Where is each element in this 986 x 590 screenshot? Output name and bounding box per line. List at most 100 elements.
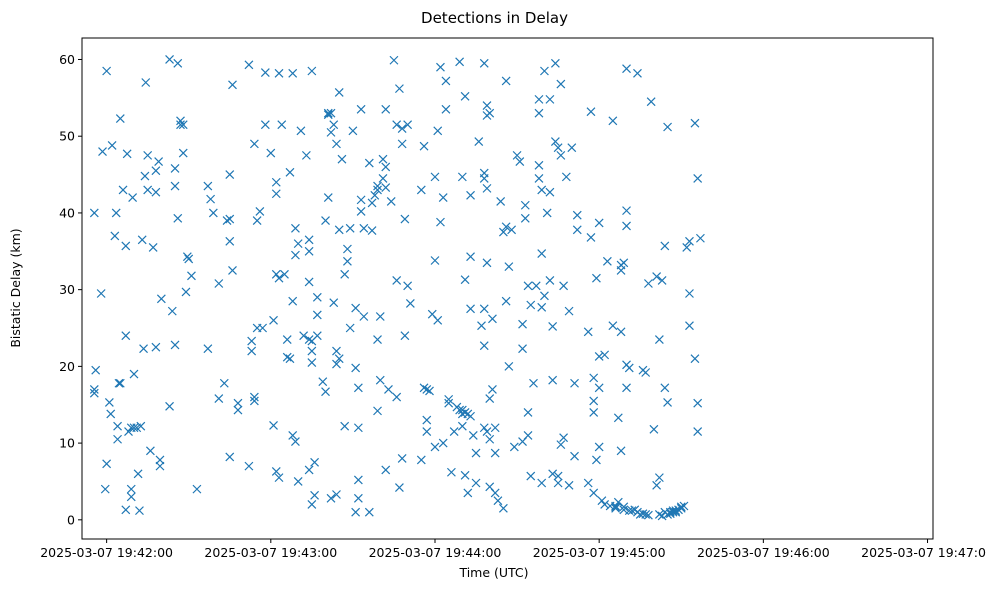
data-point	[589, 373, 599, 383]
data-point	[392, 120, 402, 130]
data-point	[176, 116, 185, 126]
data-point	[356, 206, 366, 216]
data-point	[233, 405, 243, 415]
data-point	[356, 104, 366, 114]
data-point	[649, 424, 659, 434]
data-point	[550, 58, 560, 68]
data-point	[173, 58, 183, 68]
data-point	[173, 213, 183, 223]
data-point	[247, 336, 257, 346]
x-tick-label: 2025-03-07 19:43:00	[204, 545, 337, 560]
data-point	[564, 306, 574, 316]
data-point	[269, 315, 278, 325]
data-point	[597, 496, 607, 506]
data-point	[657, 511, 667, 521]
data-point	[477, 321, 486, 331]
data-point	[332, 359, 341, 369]
data-point	[400, 214, 410, 224]
data-point	[121, 331, 131, 341]
data-point	[274, 273, 284, 283]
data-point	[139, 344, 148, 354]
data-point	[381, 183, 391, 193]
data-point	[293, 477, 303, 486]
data-point	[271, 189, 281, 199]
data-point	[208, 208, 218, 218]
data-point	[523, 407, 533, 417]
data-point	[501, 76, 511, 86]
data-point	[124, 427, 133, 437]
data-point	[384, 384, 393, 394]
data-point	[326, 493, 336, 503]
data-point	[559, 281, 569, 291]
y-tick-label: 40	[59, 205, 75, 220]
x-axis-title: Time (UTC)	[458, 565, 528, 580]
x-tick-label: 2025-03-07 19:46:00	[697, 545, 830, 560]
data-point	[115, 114, 125, 123]
data-point	[323, 108, 333, 118]
data-point	[600, 350, 610, 360]
data-point	[353, 423, 363, 433]
data-point	[613, 413, 623, 423]
data-point	[334, 225, 344, 235]
plot-frame	[81, 37, 934, 540]
data-point	[466, 411, 475, 421]
data-point	[496, 196, 506, 206]
data-point	[128, 193, 138, 203]
data-point	[490, 448, 500, 458]
data-point	[192, 484, 202, 494]
data-point	[141, 78, 151, 87]
data-point	[515, 157, 525, 166]
data-point	[373, 181, 382, 191]
data-point	[178, 120, 188, 130]
data-point	[643, 510, 653, 520]
data-point	[493, 496, 503, 506]
data-point	[460, 407, 470, 417]
data-point	[332, 346, 341, 356]
data-point	[370, 190, 380, 200]
data-point	[373, 335, 382, 344]
data-point	[616, 446, 626, 456]
data-point	[244, 461, 254, 471]
y-tick-label: 30	[59, 282, 75, 297]
data-point	[96, 289, 106, 298]
data-point	[359, 223, 369, 233]
data-point	[589, 396, 599, 406]
data-point	[619, 258, 629, 268]
x-tick-label: 2025-03-07 19:44:00	[369, 545, 502, 560]
data-point	[520, 200, 530, 210]
data-point	[641, 368, 651, 377]
data-point	[126, 484, 136, 494]
data-point	[444, 398, 454, 408]
data-point	[611, 503, 621, 513]
data-point	[682, 243, 692, 252]
data-point	[690, 354, 700, 364]
data-point	[291, 223, 300, 233]
data-point	[307, 500, 317, 509]
data-point	[249, 392, 259, 402]
y-tick-label: 10	[59, 436, 75, 451]
data-point	[422, 415, 432, 425]
data-point	[622, 383, 631, 393]
data-point	[247, 346, 257, 356]
data-point	[695, 233, 705, 243]
data-point	[307, 358, 317, 367]
data-point	[553, 471, 563, 481]
data-point	[378, 154, 388, 164]
data-point	[405, 299, 415, 308]
data-point	[638, 509, 648, 519]
data-point	[540, 291, 549, 301]
data-point	[482, 427, 492, 437]
data-point	[255, 206, 265, 216]
data-point	[367, 198, 377, 208]
x-axis: 2025-03-07 19:42:00 2025-03-07 19:43:00 20…	[40, 539, 986, 560]
data-point	[641, 510, 651, 519]
data-point	[140, 171, 150, 181]
data-point	[526, 471, 536, 481]
data-point	[460, 275, 470, 285]
data-point	[167, 306, 177, 316]
data-point	[214, 394, 224, 404]
data-point	[203, 344, 213, 354]
data-point	[321, 216, 330, 226]
data-point	[441, 76, 451, 86]
data-point	[534, 160, 544, 170]
